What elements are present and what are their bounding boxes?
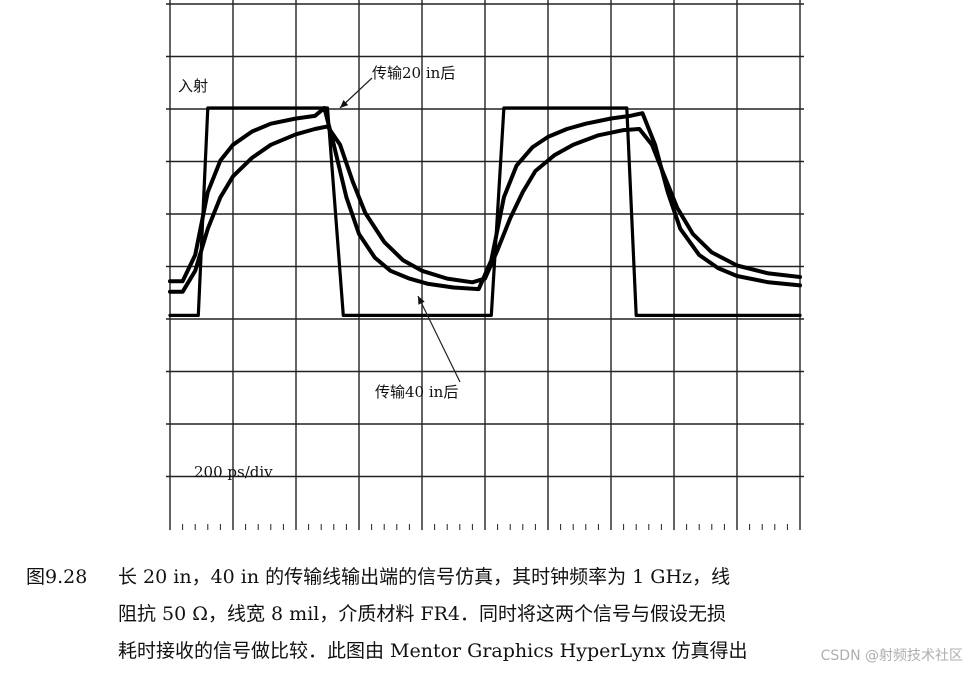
grid — [166, 0, 804, 530]
watermark: CSDN @射频技术社区 — [820, 648, 963, 664]
figure-number: 图9.28 — [26, 566, 88, 588]
oscilloscope-plot — [166, 0, 804, 530]
caption-text-3: 耗时接收的信号做比较．此图由 Mentor Graphics HyperLynx… — [118, 640, 748, 662]
traces — [168, 106, 802, 317]
time-scale-label: 200 ps/div — [194, 463, 273, 481]
caption-line-3: 耗时接收的信号做比较．此图由 Mentor Graphics HyperLynx… — [26, 633, 956, 670]
caption-line-1: 图9.28 长 20 in，40 in 的传输线输出端的信号仿真，其时钟频率为 1… — [26, 559, 956, 596]
arrow-transmitted-20in-head — [340, 99, 349, 108]
arrow-transmitted-40in — [417, 295, 461, 383]
annotation-arrows — [339, 77, 461, 383]
arrow-transmitted-40in-head — [418, 296, 425, 305]
series-line-3 — [168, 124, 802, 294]
label-transmitted-20in: 传输20 in后 — [372, 64, 456, 82]
figure-caption: 图9.28 长 20 in，40 in 的传输线输出端的信号仿真，其时钟频率为 1… — [26, 559, 956, 670]
caption-text-1: 长 20 in，40 in 的传输线输出端的信号仿真，其时钟频率为 1 GHz，… — [118, 566, 731, 588]
caption-text-2: 阻抗 50 Ω，线宽 8 mil，介质材料 FR4．同时将这两个信号与假设无损 — [118, 603, 726, 625]
caption-line-2: 阻抗 50 Ω，线宽 8 mil，介质材料 FR4．同时将这两个信号与假设无损 — [26, 596, 956, 633]
label-incident: 入射 — [178, 77, 209, 95]
label-transmitted-40in: 传输40 in后 — [375, 383, 459, 401]
series-line-1 — [168, 106, 802, 317]
